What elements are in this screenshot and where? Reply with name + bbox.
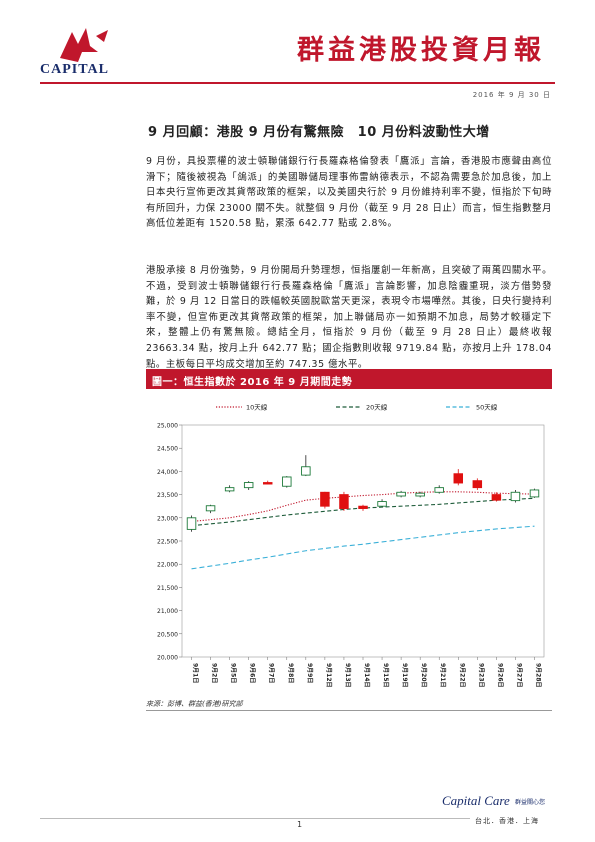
- paragraph: 港股承接 8 月份強勢，9 月份開局升勢理想，恒指屢創一年新高，且突破了兩萬四關…: [146, 265, 552, 370]
- x-tick-label: 9月19日: [401, 663, 409, 688]
- y-tick-label: 25,000: [157, 423, 178, 430]
- candle-body: [510, 491, 521, 502]
- article-headline: 9 月回顧：港股 9 月份有驚無險 10 月份料波動性大增: [148, 125, 490, 140]
- x-tick-label: 9月27日: [515, 663, 523, 688]
- x-tick-label: 9月13日: [344, 663, 352, 688]
- candle-body: [358, 505, 368, 509]
- source-divider: [146, 710, 552, 711]
- legend-label: 50天線: [476, 403, 498, 412]
- footer-brand-cn: 群益關心您: [515, 799, 546, 806]
- y-tick-label: 23,500: [157, 492, 178, 499]
- candle-body: [529, 489, 540, 498]
- figure-title-bar: [146, 369, 552, 389]
- y-tick-label: 23,000: [157, 515, 178, 522]
- x-tick-label: 9月14日: [363, 663, 371, 688]
- x-tick-label: 9月8日: [287, 663, 295, 683]
- series-line-1: [191, 491, 535, 523]
- y-tick-label: 22,500: [157, 539, 178, 546]
- y-tick-label: 21,500: [157, 585, 178, 592]
- footer-brand: Capital Care: [442, 793, 510, 808]
- footer-cities: 台北．香港．上海: [475, 817, 539, 825]
- series-line-3: [191, 525, 535, 570]
- y-tick-label: 24,000: [157, 469, 178, 476]
- y-tick-label: 24,500: [157, 446, 178, 453]
- report-title: 群益港股投資月報: [297, 35, 545, 66]
- legend-label: 20天線: [366, 403, 388, 412]
- candle-body: [339, 494, 349, 509]
- legend-label: 10天線: [246, 403, 268, 412]
- candle-body: [434, 487, 444, 493]
- candle-body: [377, 501, 387, 507]
- candle-body: [301, 466, 311, 476]
- capital-logo-text: CAPITAL: [40, 62, 109, 77]
- x-tick-label: 9月22日: [458, 663, 466, 688]
- x-tick-label: 9月23日: [477, 663, 485, 688]
- x-tick-label: 9月1日: [192, 663, 200, 683]
- plot-frame: [181, 424, 545, 658]
- header-divider: [40, 82, 555, 84]
- x-tick-label: 9月20日: [420, 663, 428, 688]
- footer-divider: [40, 818, 470, 819]
- y-tick-label: 21,000: [157, 608, 178, 615]
- x-tick-label: 9月21日: [439, 663, 447, 688]
- candle-body: [320, 491, 330, 507]
- x-tick-label: 9月26日: [496, 663, 504, 688]
- candle-body: [282, 476, 292, 487]
- candle-body: [186, 517, 197, 530]
- x-tick-label: 9月12日: [325, 663, 333, 688]
- paragraph: 9 月份，具投票權的波士頓聯儲銀行行長羅森格倫發表「鷹派」言論，香港股市應聲由高…: [146, 156, 552, 230]
- candle-body: [491, 494, 502, 501]
- x-tick-label: 9月6日: [249, 663, 257, 683]
- x-tick-label: 9月15日: [382, 663, 390, 688]
- candle-body: [243, 482, 254, 489]
- hsi-candlestick-chart: 25,000 24,500 24,000 23,500 23,000 22,500 22,0…: [157, 403, 545, 688]
- y-tick-label: 20,500: [157, 631, 178, 638]
- y-tick-label: 20,000: [157, 655, 178, 662]
- x-tick-label: 9月7日: [268, 663, 276, 683]
- page-number: 1: [297, 820, 303, 829]
- candle-body: [453, 473, 464, 484]
- candle-body: [396, 491, 406, 497]
- figure-title: 圖一：恒生指數於 2016 年 9 月期間走勢: [152, 377, 353, 388]
- x-tick-label: 9月9日: [306, 663, 314, 683]
- x-tick-label: 9月28日: [534, 663, 542, 688]
- candle-body: [415, 492, 425, 497]
- candle-body: [205, 505, 216, 512]
- x-tick-label: 9月2日: [211, 663, 219, 683]
- report-date: 2016 年 9 月 30 日: [472, 91, 551, 99]
- capital-logo: [60, 28, 108, 62]
- candle-body: [262, 482, 273, 485]
- candle-body: [224, 487, 235, 492]
- y-tick-label: 22,000: [157, 562, 178, 569]
- figure-source: 來源：彭博、群益(香港)研究部: [146, 700, 243, 708]
- series-line-2: [191, 497, 535, 527]
- candle-body: [472, 480, 483, 489]
- x-tick-label: 9月5日: [230, 663, 238, 683]
